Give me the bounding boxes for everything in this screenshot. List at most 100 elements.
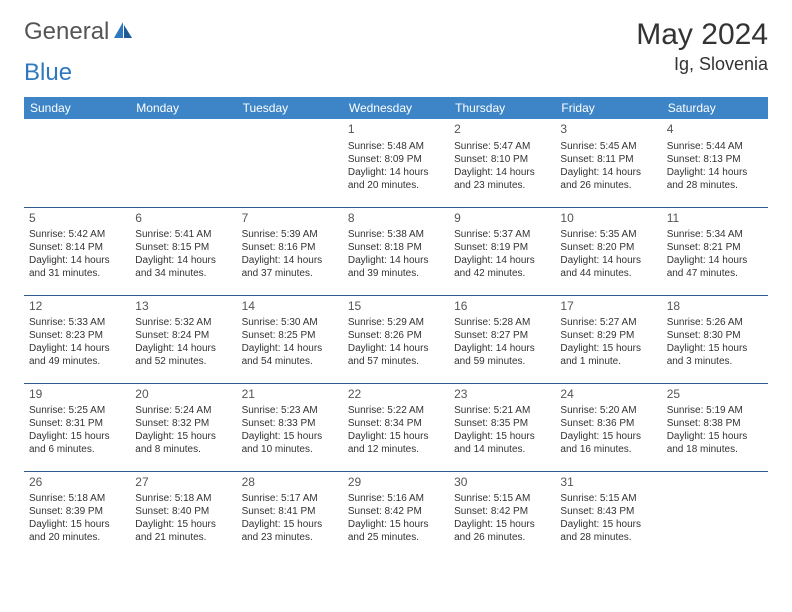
- calendar-cell: 30Sunrise: 5:15 AMSunset: 8:42 PMDayligh…: [449, 471, 555, 559]
- daylight-line: Daylight: 14 hours and 49 minutes.: [29, 342, 125, 368]
- sunset-line: Sunset: 8:15 PM: [135, 241, 231, 254]
- sunrise-line: Sunrise: 5:22 AM: [348, 404, 444, 417]
- daylight-line: Daylight: 15 hours and 18 minutes.: [667, 430, 763, 456]
- daylight-line: Daylight: 14 hours and 52 minutes.: [135, 342, 231, 368]
- calendar-week-row: 1Sunrise: 5:48 AMSunset: 8:09 PMDaylight…: [24, 119, 768, 207]
- sunset-line: Sunset: 8:23 PM: [29, 329, 125, 342]
- sunset-line: Sunset: 8:31 PM: [29, 417, 125, 430]
- calendar-cell: 29Sunrise: 5:16 AMSunset: 8:42 PMDayligh…: [343, 471, 449, 559]
- day-number: 7: [242, 211, 338, 227]
- calendar-cell: 2Sunrise: 5:47 AMSunset: 8:10 PMDaylight…: [449, 119, 555, 207]
- sunset-line: Sunset: 8:43 PM: [560, 505, 656, 518]
- day-number: 18: [667, 299, 763, 315]
- sunset-line: Sunset: 8:41 PM: [242, 505, 338, 518]
- day-number: 6: [135, 211, 231, 227]
- day-number: 29: [348, 475, 444, 491]
- sunset-line: Sunset: 8:16 PM: [242, 241, 338, 254]
- daylight-line: Daylight: 14 hours and 47 minutes.: [667, 254, 763, 280]
- calendar-cell: 5Sunrise: 5:42 AMSunset: 8:14 PMDaylight…: [24, 207, 130, 295]
- day-number: 4: [667, 122, 763, 138]
- daylight-line: Daylight: 15 hours and 8 minutes.: [135, 430, 231, 456]
- calendar-cell: 19Sunrise: 5:25 AMSunset: 8:31 PMDayligh…: [24, 383, 130, 471]
- sunset-line: Sunset: 8:26 PM: [348, 329, 444, 342]
- calendar-cell: 25Sunrise: 5:19 AMSunset: 8:38 PMDayligh…: [662, 383, 768, 471]
- daylight-line: Daylight: 14 hours and 37 minutes.: [242, 254, 338, 280]
- day-number: 19: [29, 387, 125, 403]
- sunset-line: Sunset: 8:24 PM: [135, 329, 231, 342]
- sunset-line: Sunset: 8:13 PM: [667, 153, 763, 166]
- calendar-cell: 14Sunrise: 5:30 AMSunset: 8:25 PMDayligh…: [237, 295, 343, 383]
- sunset-line: Sunset: 8:19 PM: [454, 241, 550, 254]
- daylight-line: Daylight: 15 hours and 10 minutes.: [242, 430, 338, 456]
- calendar-cell: 8Sunrise: 5:38 AMSunset: 8:18 PMDaylight…: [343, 207, 449, 295]
- sunrise-line: Sunrise: 5:17 AM: [242, 492, 338, 505]
- daylight-line: Daylight: 15 hours and 26 minutes.: [454, 518, 550, 544]
- sunset-line: Sunset: 8:42 PM: [454, 505, 550, 518]
- month-title: May 2024: [636, 18, 768, 52]
- day-number: 13: [135, 299, 231, 315]
- calendar-cell: 4Sunrise: 5:44 AMSunset: 8:13 PMDaylight…: [662, 119, 768, 207]
- day-number: 1: [348, 122, 444, 138]
- weekday-header: Saturday: [662, 97, 768, 119]
- daylight-line: Daylight: 15 hours and 14 minutes.: [454, 430, 550, 456]
- daylight-line: Daylight: 15 hours and 3 minutes.: [667, 342, 763, 368]
- daylight-line: Daylight: 14 hours and 26 minutes.: [560, 166, 656, 192]
- sunset-line: Sunset: 8:18 PM: [348, 241, 444, 254]
- location: Ig, Slovenia: [636, 54, 768, 75]
- logo-text-general: General: [24, 18, 109, 46]
- sunrise-line: Sunrise: 5:23 AM: [242, 404, 338, 417]
- day-number: 14: [242, 299, 338, 315]
- calendar-cell: 13Sunrise: 5:32 AMSunset: 8:24 PMDayligh…: [130, 295, 236, 383]
- sunset-line: Sunset: 8:27 PM: [454, 329, 550, 342]
- day-number: 11: [667, 211, 763, 227]
- sunset-line: Sunset: 8:11 PM: [560, 153, 656, 166]
- calendar-cell: 7Sunrise: 5:39 AMSunset: 8:16 PMDaylight…: [237, 207, 343, 295]
- calendar-cell: 21Sunrise: 5:23 AMSunset: 8:33 PMDayligh…: [237, 383, 343, 471]
- sunrise-line: Sunrise: 5:28 AM: [454, 316, 550, 329]
- logo-text-blue: Blue: [24, 59, 72, 87]
- daylight-line: Daylight: 15 hours and 23 minutes.: [242, 518, 338, 544]
- sunrise-line: Sunrise: 5:35 AM: [560, 228, 656, 241]
- sunset-line: Sunset: 8:09 PM: [348, 153, 444, 166]
- sunrise-line: Sunrise: 5:25 AM: [29, 404, 125, 417]
- calendar-cell: 31Sunrise: 5:15 AMSunset: 8:43 PMDayligh…: [555, 471, 661, 559]
- calendar-week-row: 19Sunrise: 5:25 AMSunset: 8:31 PMDayligh…: [24, 383, 768, 471]
- sunset-line: Sunset: 8:30 PM: [667, 329, 763, 342]
- sunset-line: Sunset: 8:38 PM: [667, 417, 763, 430]
- daylight-line: Daylight: 15 hours and 21 minutes.: [135, 518, 231, 544]
- day-number: 10: [560, 211, 656, 227]
- calendar-cell: 6Sunrise: 5:41 AMSunset: 8:15 PMDaylight…: [130, 207, 236, 295]
- calendar-week-row: 12Sunrise: 5:33 AMSunset: 8:23 PMDayligh…: [24, 295, 768, 383]
- calendar-cell: 22Sunrise: 5:22 AMSunset: 8:34 PMDayligh…: [343, 383, 449, 471]
- daylight-line: Daylight: 14 hours and 34 minutes.: [135, 254, 231, 280]
- sunrise-line: Sunrise: 5:15 AM: [454, 492, 550, 505]
- sunrise-line: Sunrise: 5:33 AM: [29, 316, 125, 329]
- calendar-body: 1Sunrise: 5:48 AMSunset: 8:09 PMDaylight…: [24, 119, 768, 559]
- calendar-cell: 24Sunrise: 5:20 AMSunset: 8:36 PMDayligh…: [555, 383, 661, 471]
- day-number: 8: [348, 211, 444, 227]
- calendar-cell: [130, 119, 236, 207]
- calendar-cell: 23Sunrise: 5:21 AMSunset: 8:35 PMDayligh…: [449, 383, 555, 471]
- calendar-cell: 9Sunrise: 5:37 AMSunset: 8:19 PMDaylight…: [449, 207, 555, 295]
- day-number: 17: [560, 299, 656, 315]
- daylight-line: Daylight: 14 hours and 20 minutes.: [348, 166, 444, 192]
- daylight-line: Daylight: 14 hours and 54 minutes.: [242, 342, 338, 368]
- daylight-line: Daylight: 15 hours and 25 minutes.: [348, 518, 444, 544]
- day-number: 21: [242, 387, 338, 403]
- day-number: 2: [454, 122, 550, 138]
- day-number: 28: [242, 475, 338, 491]
- sunrise-line: Sunrise: 5:30 AM: [242, 316, 338, 329]
- calendar-week-row: 26Sunrise: 5:18 AMSunset: 8:39 PMDayligh…: [24, 471, 768, 559]
- sunrise-line: Sunrise: 5:15 AM: [560, 492, 656, 505]
- sunset-line: Sunset: 8:36 PM: [560, 417, 656, 430]
- calendar-cell: [237, 119, 343, 207]
- sunrise-line: Sunrise: 5:16 AM: [348, 492, 444, 505]
- sunrise-line: Sunrise: 5:24 AM: [135, 404, 231, 417]
- calendar-cell: 12Sunrise: 5:33 AMSunset: 8:23 PMDayligh…: [24, 295, 130, 383]
- daylight-line: Daylight: 15 hours and 6 minutes.: [29, 430, 125, 456]
- daylight-line: Daylight: 14 hours and 23 minutes.: [454, 166, 550, 192]
- calendar-cell: 17Sunrise: 5:27 AMSunset: 8:29 PMDayligh…: [555, 295, 661, 383]
- daylight-line: Daylight: 15 hours and 28 minutes.: [560, 518, 656, 544]
- day-number: 27: [135, 475, 231, 491]
- weekday-header: Wednesday: [343, 97, 449, 119]
